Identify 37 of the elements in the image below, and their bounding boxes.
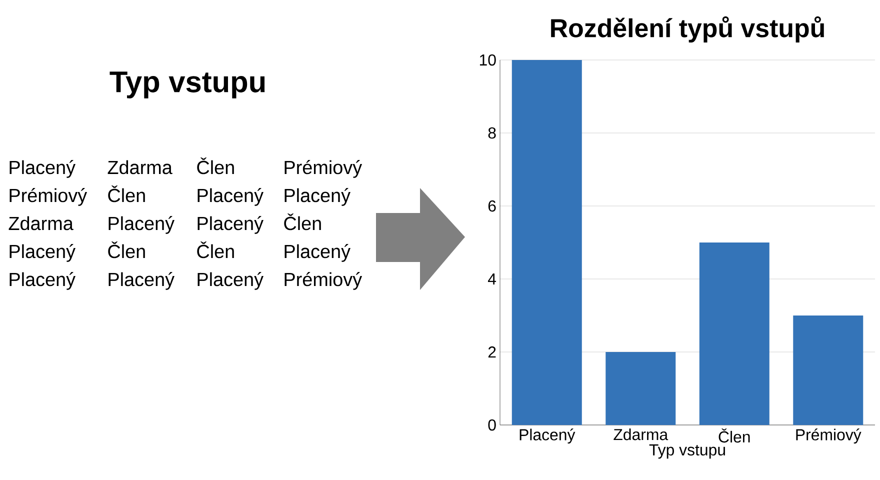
text: Zdarma — [108, 160, 172, 174]
x-tick-label: Zdarma — [614, 428, 668, 440]
text: Typ vstupu — [110, 72, 265, 98]
text: Placený — [198, 216, 264, 234]
text: Placený — [10, 160, 76, 178]
text: Placený — [10, 244, 76, 262]
y-tick-label: 8 — [488, 127, 496, 139]
x-tick-label: Člen — [718, 428, 750, 443]
y-tick-label: 10 — [480, 54, 496, 66]
text: Placený — [284, 188, 350, 206]
x-tick-label: Placený — [520, 428, 576, 444]
text: Člen — [197, 157, 234, 174]
text: Placený — [108, 272, 174, 290]
x-axis-title: Typ vstupu — [649, 444, 725, 459]
text: Placený — [198, 272, 264, 290]
y-tick-label: 0 — [488, 419, 496, 431]
text: Placený — [10, 272, 76, 290]
text: Zdarma — [8, 216, 74, 230]
bar — [699, 242, 770, 425]
bar — [793, 315, 864, 425]
text: Člen — [197, 241, 234, 258]
bar — [606, 352, 676, 425]
text: Placený — [108, 216, 174, 234]
y-tick-label: 6 — [488, 200, 496, 212]
text: Prémiový — [10, 188, 88, 206]
text: Prémiový — [284, 272, 362, 290]
text: Člen — [108, 241, 145, 258]
y-tick-label: 4 — [488, 274, 496, 284]
text: Placený — [284, 244, 350, 262]
text: Prémiový — [284, 160, 362, 178]
y-tick-label: 2 — [488, 346, 496, 358]
text: Člen — [284, 213, 321, 230]
bar — [512, 60, 582, 425]
x-tick-label: Prémiový — [796, 428, 862, 444]
text: Placený — [198, 188, 264, 206]
chart-title: Rozdělení typů vstupů — [551, 16, 824, 42]
text: Člen — [108, 185, 145, 202]
